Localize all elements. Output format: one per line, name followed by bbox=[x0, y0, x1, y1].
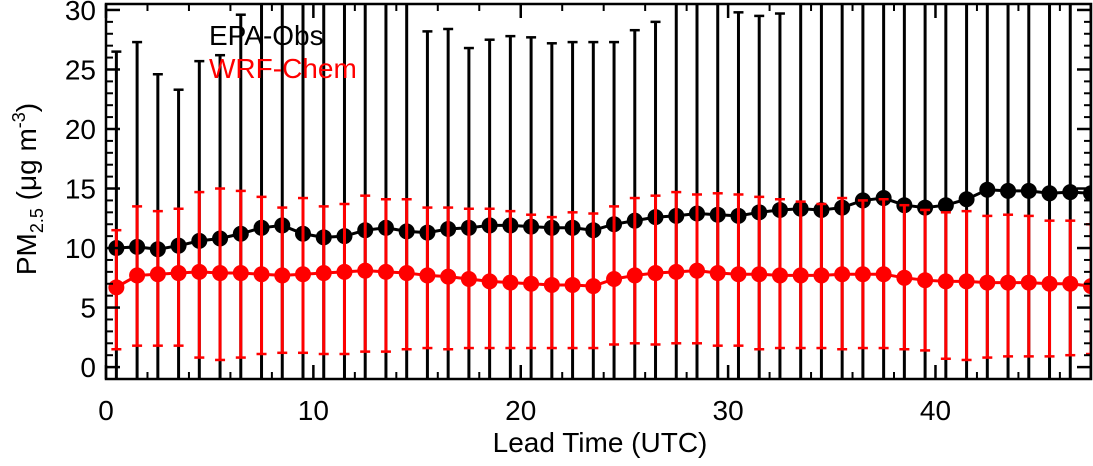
data-point bbox=[357, 262, 374, 279]
x-tick-label: 0 bbox=[98, 395, 114, 426]
x-tick-label: 30 bbox=[713, 395, 744, 426]
data-point bbox=[543, 276, 560, 293]
y-tick-label: 20 bbox=[65, 114, 96, 145]
plot-frame bbox=[104, 2, 1093, 381]
y-tick-label: 10 bbox=[65, 233, 96, 264]
y-tick-label: 15 bbox=[65, 174, 96, 205]
data-point bbox=[1000, 274, 1017, 291]
data-point bbox=[875, 266, 892, 283]
data-point bbox=[1062, 275, 1079, 292]
data-point bbox=[564, 276, 581, 293]
data-point bbox=[606, 271, 623, 287]
data-point bbox=[232, 265, 249, 282]
data-point bbox=[295, 266, 311, 283]
data-point bbox=[253, 266, 270, 283]
data-point bbox=[709, 265, 726, 282]
data-point bbox=[813, 267, 830, 284]
x-axis-label: Lead Time (UTC) bbox=[493, 427, 708, 458]
data-point bbox=[937, 197, 954, 214]
legend-entry-wrf-chem: WRF-Chem bbox=[209, 53, 357, 84]
x-tick-label: 40 bbox=[920, 395, 951, 426]
data-point bbox=[730, 266, 747, 283]
data-point bbox=[149, 266, 166, 283]
legend-entry-epa-obs: EPA-Obs bbox=[209, 20, 324, 51]
data-point bbox=[129, 267, 146, 284]
data-point bbox=[398, 265, 415, 282]
data-point bbox=[460, 271, 477, 287]
axes-layer: 0 10 20 30 40 0 5 10 15 20 25 30 bbox=[65, 0, 1093, 426]
data-point bbox=[979, 274, 996, 291]
data-point bbox=[958, 191, 975, 208]
data-point bbox=[668, 263, 685, 280]
data-point bbox=[792, 267, 809, 284]
data-point bbox=[751, 266, 768, 283]
data-point bbox=[274, 267, 291, 284]
data-point bbox=[523, 275, 540, 292]
data-point bbox=[315, 265, 332, 282]
series-wrf-chem bbox=[108, 187, 1091, 362]
data-point bbox=[917, 199, 934, 216]
y-tick-label: 25 bbox=[65, 54, 96, 85]
data-point bbox=[419, 267, 436, 284]
data-point bbox=[689, 262, 705, 279]
data-point bbox=[1020, 182, 1037, 199]
data-point bbox=[771, 267, 788, 284]
data-point bbox=[191, 263, 208, 280]
data-point bbox=[917, 272, 934, 289]
data-point bbox=[979, 181, 996, 198]
y-axis-label-unit: (μg m bbox=[11, 128, 42, 208]
y-tick-label: 5 bbox=[80, 293, 96, 324]
data-point bbox=[1041, 185, 1058, 202]
data-point bbox=[585, 278, 602, 295]
data-point bbox=[834, 266, 851, 283]
data-point bbox=[212, 265, 229, 282]
data-point bbox=[502, 274, 519, 291]
y-axis-label-subscript: 2.5 bbox=[27, 208, 47, 233]
series-layer bbox=[108, 4, 1091, 379]
x-tick-label: 10 bbox=[298, 395, 329, 426]
data-point bbox=[377, 263, 394, 280]
data-point bbox=[937, 273, 954, 290]
y-axis-label-unit-superscript: -3 bbox=[9, 112, 29, 128]
y-axis-label-main: PM bbox=[11, 233, 42, 275]
data-point bbox=[1041, 275, 1058, 292]
data-point bbox=[626, 267, 643, 284]
data-point bbox=[958, 273, 975, 290]
data-point bbox=[647, 265, 664, 282]
data-point bbox=[1000, 182, 1017, 199]
data-point bbox=[336, 263, 353, 280]
data-point bbox=[896, 269, 913, 286]
x-tick-label: 20 bbox=[505, 395, 536, 426]
y-axis-label-unit-close: ) bbox=[11, 103, 42, 112]
data-point bbox=[440, 268, 457, 285]
data-point bbox=[854, 266, 871, 283]
y-tick-label: 30 bbox=[65, 0, 96, 26]
data-point bbox=[1020, 274, 1037, 291]
data-point bbox=[1083, 278, 1091, 295]
data-point bbox=[1062, 184, 1079, 201]
data-point bbox=[481, 273, 498, 290]
data-point bbox=[108, 279, 125, 296]
y-axis-label: PM2.5 (μg m-3) bbox=[9, 103, 47, 275]
data-point bbox=[170, 265, 187, 282]
y-tick-label: 0 bbox=[80, 352, 96, 383]
